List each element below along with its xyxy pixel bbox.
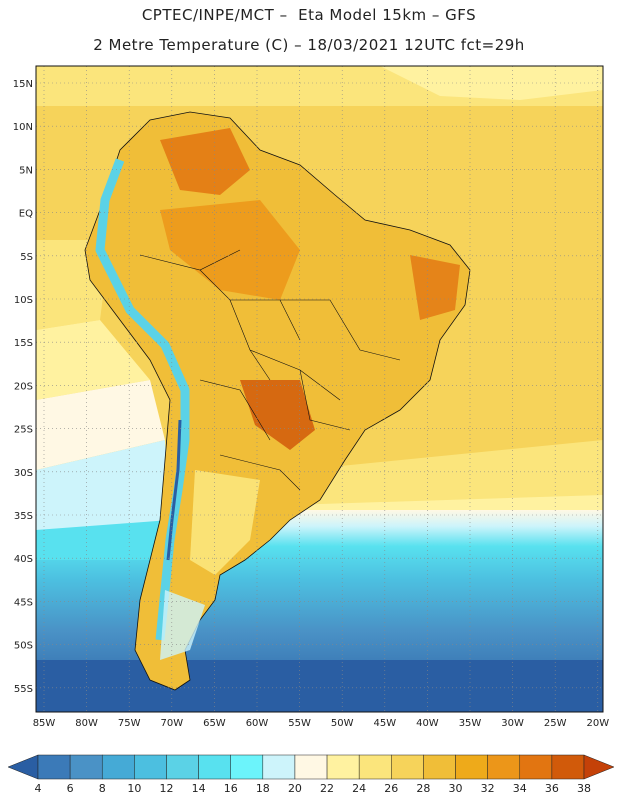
- map-title-line-1: CPTEC/INPE/MCT – Eta Model 15km – GFS: [141, 6, 477, 24]
- colorbar-swatch: [326, 754, 360, 780]
- colorbar-tick-label: 14: [192, 782, 206, 795]
- longitude-label: 45W: [373, 718, 396, 729]
- colorbar-tick-label: 20: [288, 782, 302, 795]
- colorbar-tick-label: 38: [577, 782, 591, 795]
- colorbar-swatch: [294, 754, 328, 780]
- northeast-hot-region: [410, 255, 460, 320]
- andes-core-strip: [166, 419, 182, 561]
- latitude-label: 10S: [14, 295, 33, 306]
- longitude-label: 85W: [33, 718, 56, 729]
- latitude-label: 20S: [14, 381, 33, 392]
- latitude-label: 25S: [14, 425, 33, 436]
- colorbar-tick-label: 36: [545, 782, 559, 795]
- pacific-colder-band: [36, 520, 170, 560]
- colorbar-tick-label: 30: [449, 782, 463, 795]
- paraguay-hot-region: [240, 380, 315, 450]
- colorbar-swatch: [358, 754, 392, 780]
- longitude-label: 35W: [459, 718, 482, 729]
- colorbar-swatch: [101, 754, 135, 780]
- central-hot-region: [160, 200, 300, 300]
- colorbar-tick-label: 4: [35, 782, 42, 795]
- map-field: [36, 66, 603, 712]
- latitude-label: 15N: [13, 79, 33, 90]
- colorbar-swatch: [391, 754, 424, 780]
- colorbar-tick-label: 12: [159, 782, 173, 795]
- latitude-label: 10N: [13, 122, 33, 133]
- longitude-label: 60W: [246, 718, 269, 729]
- latitude-label: 55S: [14, 684, 33, 695]
- colorbar-swatch: [262, 754, 296, 780]
- latitude-label: 45S: [14, 597, 33, 608]
- pacific-cold-band: [36, 440, 170, 530]
- longitude-label: 25W: [544, 718, 567, 729]
- map-frame: [35, 65, 604, 713]
- colorbar-swatch: [487, 754, 521, 780]
- longitude-label: 40W: [416, 718, 439, 729]
- longitude-label: 70W: [160, 718, 183, 729]
- colorbar-swatch: [198, 754, 231, 780]
- colorbar-high-arrow: [583, 754, 615, 780]
- southern-cone-warm-region: [190, 470, 260, 575]
- colorbar-low-arrow: [7, 754, 39, 780]
- colorbar-swatch: [69, 754, 103, 780]
- latitude-label: 35S: [14, 511, 33, 522]
- latitude-label: EQ: [19, 209, 33, 220]
- colorbar-tick-label: 28: [416, 782, 430, 795]
- country-borders: [139, 249, 401, 491]
- colorbar-swatch: [423, 754, 456, 780]
- atlantic-north-band: [380, 66, 603, 100]
- colorbar-swatch: [551, 754, 585, 780]
- colorbar-tick-label: 32: [481, 782, 495, 795]
- colorbar-swatch: [519, 754, 553, 780]
- latitude-label: 5S: [20, 252, 33, 263]
- colorbar-tick-label: 34: [513, 782, 527, 795]
- colorbar-swatch: [455, 754, 488, 780]
- colorbar-tick-label: 16: [224, 782, 238, 795]
- longitude-label: 80W: [75, 718, 98, 729]
- colorbar: 4 6 8 10 12 14 16 18 20 22 24 26 28 30 32 34 36 38: [7, 754, 615, 795]
- longitude-label: 20W: [586, 718, 609, 729]
- latitude-label: 15S: [14, 338, 33, 349]
- latitude-label: 5N: [19, 165, 33, 176]
- longitude-label: 65W: [203, 718, 226, 729]
- colorbar-tick-label: 6: [67, 782, 74, 795]
- colorbar-tick-label: 26: [384, 782, 398, 795]
- colorbar-tick-label: 10: [127, 782, 141, 795]
- longitude-labels: 85W 80W 75W 70W 65W 60W 55W 50W 45W 40W 35W 30W 25W 2…: [33, 718, 610, 729]
- pacific-band-2: [36, 320, 150, 400]
- colorbar-tick-label: 8: [99, 782, 106, 795]
- latitude-label: 50S: [14, 641, 33, 652]
- amazon-hot-region: [160, 128, 250, 195]
- colorbar-swatch: [166, 754, 199, 780]
- latitude-label: 30S: [14, 468, 33, 479]
- longitude-label: 55W: [288, 718, 311, 729]
- colorbar-swatch: [37, 754, 71, 780]
- longitude-label: 30W: [501, 718, 524, 729]
- latitude-label: 40S: [14, 554, 33, 565]
- polar-band: [36, 660, 603, 712]
- colorbar-tick-label: 24: [352, 782, 366, 795]
- colorbar-swatch: [134, 754, 167, 780]
- colorbar-swatch: [230, 754, 264, 780]
- latitude-labels: 15N 10N 5N EQ 5S 10S 15S 20S 25S 30S 35S 40S 45S 50S 5…: [13, 79, 33, 695]
- patagonia-cool-region: [160, 590, 205, 660]
- longitude-label: 50W: [331, 718, 354, 729]
- graticule: [36, 66, 603, 712]
- map-title-line-2: 2 Metre Temperature (C) – 18/03/2021 12U…: [93, 36, 525, 54]
- colorbar-tick-label: 18: [256, 782, 270, 795]
- longitude-label: 75W: [118, 718, 141, 729]
- colorbar-tick-label: 22: [320, 782, 334, 795]
